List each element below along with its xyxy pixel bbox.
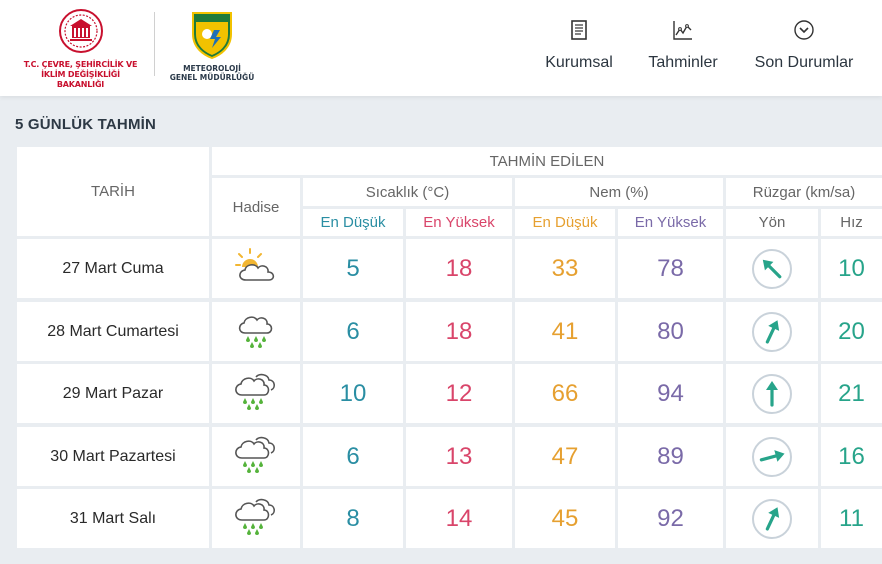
wind-direction-icon — [752, 311, 792, 352]
mgm-logo[interactable]: METEOROLOJİ GENEL MÜDÜRLÜĞÜ — [164, 10, 260, 90]
row-date: 31 Mart Salı — [17, 489, 209, 548]
row-date: 30 Mart Pazartesi — [17, 427, 209, 486]
site-header: T.C. ÇEVRE, ŞEHİRCİLİK VE İKLİM DEĞİŞİKL… — [0, 0, 882, 96]
row-weather — [212, 364, 300, 423]
logo-divider — [154, 12, 155, 76]
nav-tahminler[interactable]: Tahminler — [643, 18, 723, 72]
row-hum-max: 94 — [618, 364, 723, 423]
row-wind-direction — [726, 239, 818, 298]
chart-icon — [673, 21, 692, 40]
row-hum-min: 47 — [515, 427, 615, 486]
document-icon — [571, 20, 587, 40]
rain-icon — [232, 309, 280, 354]
header-hum-min: En Düşük — [515, 209, 615, 236]
mgm-name-line2: GENEL MÜDÜRLÜĞÜ — [169, 73, 255, 82]
ministry-emblem-icon — [58, 9, 103, 53]
header-wind-speed: Hız — [821, 209, 882, 236]
mgm-name-line1: METEOROLOJİ — [183, 64, 241, 73]
row-wind-speed: 10 — [821, 239, 882, 298]
row-hum-min: 33 — [515, 239, 615, 298]
row-date: 29 Mart Pazar — [17, 364, 209, 423]
row-temp-min: 6 — [303, 427, 403, 486]
row-wind-direction — [726, 364, 818, 423]
row-wind-speed: 21 — [821, 364, 882, 423]
row-weather — [212, 489, 300, 548]
row-temp-min: 6 — [303, 302, 403, 361]
row-wind-speed: 16 — [821, 427, 882, 486]
row-hum-min: 45 — [515, 489, 615, 548]
row-hum-max: 92 — [618, 489, 723, 548]
nav-kurumsal-label: Kurumsal — [545, 54, 613, 71]
wind-direction-icon — [752, 248, 792, 289]
header-humidity: Nem (%) — [515, 178, 723, 206]
header-predicted: TAHMİN EDİLEN — [212, 147, 882, 175]
row-weather — [212, 427, 300, 486]
row-wind-direction — [726, 489, 818, 548]
ministry-name-line2: İKLİM DEĞİŞİKLİĞİ BAKANLIĞI — [41, 70, 120, 89]
wind-direction-icon — [752, 373, 792, 414]
header-event: Hadise — [212, 178, 300, 236]
section-title: 5 GÜNLÜK TAHMİN — [15, 116, 157, 133]
heavy-rain-icon — [230, 494, 282, 543]
header-hum-max: En Yüksek — [618, 209, 723, 236]
wind-direction-icon — [752, 498, 792, 539]
row-temp-max: 18 — [406, 302, 512, 361]
row-wind-direction — [726, 302, 818, 361]
row-weather — [212, 239, 300, 298]
chevron-circle-icon — [794, 20, 814, 40]
header-temp-min: En Düşük — [303, 209, 403, 236]
row-hum-max: 89 — [618, 427, 723, 486]
wind-direction-icon — [752, 436, 792, 477]
row-wind-speed: 11 — [821, 489, 882, 548]
row-temp-min: 5 — [303, 239, 403, 298]
header-date: TARİH — [17, 147, 209, 236]
row-hum-min: 41 — [515, 302, 615, 361]
nav-son-durumlar[interactable]: Son Durumlar — [750, 18, 858, 72]
row-wind-direction — [726, 427, 818, 486]
row-temp-min: 8 — [303, 489, 403, 548]
heavy-rain-icon — [230, 369, 282, 418]
header-temp-max: En Yüksek — [406, 209, 512, 236]
row-temp-max: 13 — [406, 427, 512, 486]
mgm-shield-icon — [192, 12, 232, 60]
row-temp-max: 14 — [406, 489, 512, 548]
row-hum-max: 78 — [618, 239, 723, 298]
row-temp-max: 18 — [406, 239, 512, 298]
header-temperature: Sıcaklık (°C) — [303, 178, 512, 206]
nav-son-durumlar-label: Son Durumlar — [754, 54, 854, 71]
header-wind-direction: Yön — [726, 209, 818, 236]
row-wind-speed: 20 — [821, 302, 882, 361]
partly-cloudy-icon — [232, 246, 280, 291]
nav-tahminler-label: Tahminler — [648, 54, 718, 71]
ministry-name-line1: T.C. ÇEVRE, ŞEHİRCİLİK VE — [23, 60, 138, 69]
nav-kurumsal[interactable]: Kurumsal — [541, 18, 617, 72]
ministry-logo[interactable]: T.C. ÇEVRE, ŞEHİRCİLİK VE İKLİM DEĞİŞİKL… — [18, 8, 143, 89]
row-date: 27 Mart Cuma — [17, 239, 209, 298]
heavy-rain-icon — [230, 432, 282, 481]
row-hum-max: 80 — [618, 302, 723, 361]
row-hum-min: 66 — [515, 364, 615, 423]
header-wind: Rüzgar (km/sa) — [726, 178, 882, 206]
row-temp-max: 12 — [406, 364, 512, 423]
row-date: 28 Mart Cumartesi — [17, 302, 209, 361]
row-temp-min: 10 — [303, 364, 403, 423]
row-weather — [212, 302, 300, 361]
